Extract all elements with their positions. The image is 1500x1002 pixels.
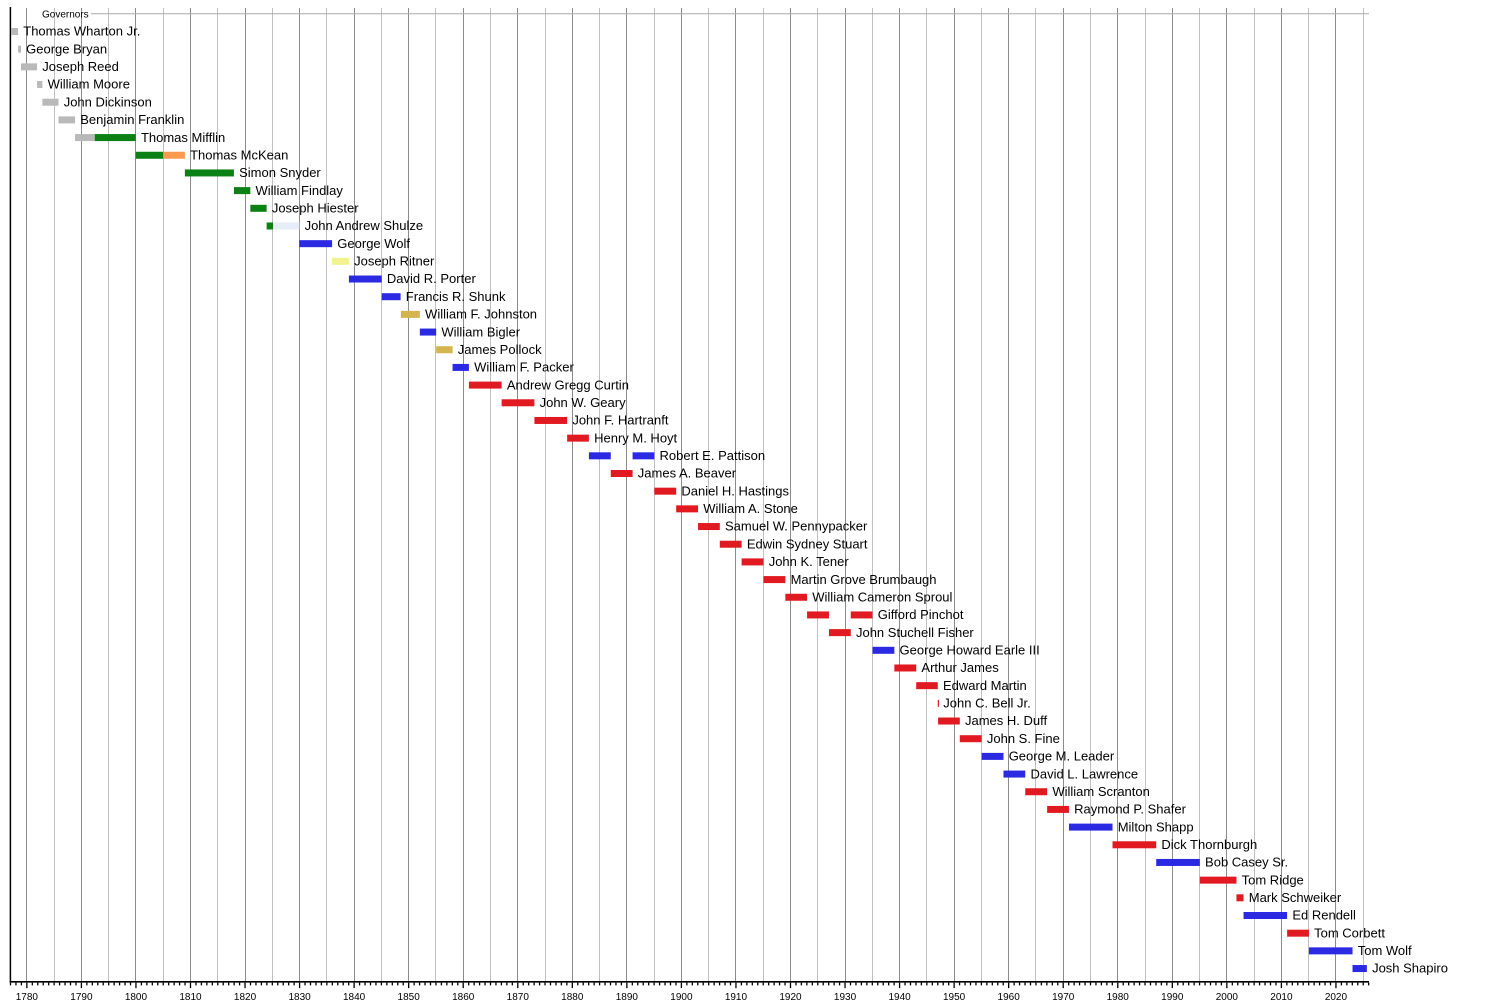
svg-text:1810: 1810 — [179, 992, 202, 1002]
svg-text:John Stuchell Fisher: John Stuchell Fisher — [856, 625, 974, 640]
svg-text:John F. Hartranft: John F. Hartranft — [572, 413, 668, 428]
svg-text:1910: 1910 — [725, 992, 748, 1002]
svg-text:Thomas McKean: Thomas McKean — [190, 147, 288, 162]
svg-text:John S. Fine: John S. Fine — [987, 731, 1060, 746]
svg-text:John Andrew Shulze: John Andrew Shulze — [305, 218, 424, 233]
svg-text:Edward Martin: Edward Martin — [943, 678, 1027, 693]
svg-text:Henry M. Hoyt: Henry M. Hoyt — [594, 430, 677, 445]
svg-text:William Scranton: William Scranton — [1052, 784, 1150, 799]
svg-text:1800: 1800 — [125, 992, 148, 1002]
svg-text:William F. Johnston: William F. Johnston — [425, 307, 537, 322]
svg-text:John C. Bell Jr.: John C. Bell Jr. — [943, 696, 1030, 711]
svg-text:1780: 1780 — [16, 992, 39, 1002]
svg-text:Thomas Mifflin: Thomas Mifflin — [141, 130, 225, 145]
svg-text:Tom Ridge: Tom Ridge — [1242, 872, 1304, 887]
svg-text:1950: 1950 — [943, 992, 966, 1002]
svg-text:William Cameron Sproul: William Cameron Sproul — [812, 589, 952, 604]
svg-text:1960: 1960 — [998, 992, 1021, 1002]
svg-text:1870: 1870 — [507, 992, 530, 1002]
svg-text:Robert E. Pattison: Robert E. Pattison — [660, 448, 766, 463]
svg-text:1790: 1790 — [70, 992, 93, 1002]
svg-text:1990: 1990 — [1161, 992, 1184, 1002]
svg-text:1980: 1980 — [1107, 992, 1130, 1002]
svg-text:Governors: Governors — [42, 10, 89, 21]
svg-text:George M. Leader: George M. Leader — [1009, 749, 1115, 764]
svg-text:Mark Schweiker: Mark Schweiker — [1249, 890, 1342, 905]
svg-text:Milton Shapp: Milton Shapp — [1118, 819, 1194, 834]
svg-text:Thomas Wharton Jr.: Thomas Wharton Jr. — [23, 24, 140, 39]
svg-text:Dick Thornburgh: Dick Thornburgh — [1161, 837, 1257, 852]
svg-text:Daniel H. Hastings: Daniel H. Hastings — [681, 483, 789, 498]
svg-text:David L. Lawrence: David L. Lawrence — [1030, 766, 1138, 781]
svg-text:1820: 1820 — [234, 992, 257, 1002]
svg-text:John K. Tener: John K. Tener — [769, 554, 850, 569]
svg-text:Gifford Pinchot: Gifford Pinchot — [878, 607, 964, 622]
svg-text:1880: 1880 — [561, 992, 584, 1002]
svg-text:Francis R. Shunk: Francis R. Shunk — [406, 289, 506, 304]
svg-text:1930: 1930 — [834, 992, 857, 1002]
svg-text:James Pollock: James Pollock — [458, 342, 542, 357]
svg-text:William Moore: William Moore — [48, 77, 130, 92]
svg-text:2000: 2000 — [1216, 992, 1239, 1002]
svg-text:Arthur James: Arthur James — [921, 660, 999, 675]
svg-text:William Bigler: William Bigler — [441, 324, 520, 339]
svg-text:Raymond P. Shafer: Raymond P. Shafer — [1074, 802, 1186, 817]
svg-text:Simon Snyder: Simon Snyder — [239, 165, 321, 180]
svg-text:Edwin Sydney Stuart: Edwin Sydney Stuart — [747, 536, 868, 551]
svg-text:William F. Packer: William F. Packer — [474, 360, 574, 375]
svg-text:Joseph Ritner: Joseph Ritner — [354, 254, 435, 269]
svg-text:James H. Duff: James H. Duff — [965, 713, 1048, 728]
svg-text:Bob Casey Sr.: Bob Casey Sr. — [1205, 855, 1288, 870]
svg-text:Martin Grove Brumbaugh: Martin Grove Brumbaugh — [791, 572, 937, 587]
svg-text:William Findlay: William Findlay — [256, 183, 344, 198]
svg-text:Samuel W. Pennypacker: Samuel W. Pennypacker — [725, 519, 868, 534]
svg-text:Joseph Hiester: Joseph Hiester — [272, 201, 359, 216]
svg-text:Tom Corbett: Tom Corbett — [1314, 925, 1385, 940]
svg-text:Joseph Reed: Joseph Reed — [42, 59, 119, 74]
svg-text:James A. Beaver: James A. Beaver — [638, 466, 737, 481]
svg-text:Benjamin Franklin: Benjamin Franklin — [80, 112, 184, 127]
svg-text:1850: 1850 — [398, 992, 421, 1002]
svg-text:1840: 1840 — [343, 992, 366, 1002]
svg-text:1970: 1970 — [1052, 992, 1075, 1002]
svg-text:George Wolf: George Wolf — [337, 236, 410, 251]
svg-text:Ed Rendell: Ed Rendell — [1292, 908, 1356, 923]
svg-text:Josh Shapiro: Josh Shapiro — [1372, 961, 1448, 976]
svg-text:2020: 2020 — [1325, 992, 1348, 1002]
svg-text:1900: 1900 — [670, 992, 693, 1002]
svg-text:William A. Stone: William A. Stone — [703, 501, 798, 516]
svg-text:Andrew Gregg Curtin: Andrew Gregg Curtin — [507, 377, 629, 392]
svg-text:George Bryan: George Bryan — [26, 41, 107, 56]
svg-text:1920: 1920 — [779, 992, 802, 1002]
svg-text:John W. Geary: John W. Geary — [540, 395, 626, 410]
svg-text:1890: 1890 — [616, 992, 639, 1002]
svg-text:Tom Wolf: Tom Wolf — [1358, 943, 1412, 958]
svg-text:1860: 1860 — [452, 992, 475, 1002]
svg-text:George Howard Earle III: George Howard Earle III — [900, 643, 1040, 658]
svg-text:2010: 2010 — [1270, 992, 1293, 1002]
svg-text:1830: 1830 — [288, 992, 311, 1002]
svg-text:1940: 1940 — [888, 992, 911, 1002]
svg-text:David R. Porter: David R. Porter — [387, 271, 477, 286]
svg-text:John Dickinson: John Dickinson — [64, 94, 152, 109]
